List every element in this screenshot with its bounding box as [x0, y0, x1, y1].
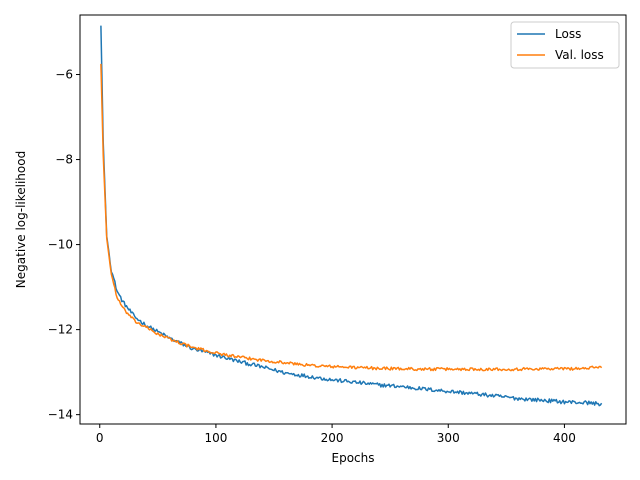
- y-axis-label: Negative log-likelihood: [14, 151, 28, 288]
- y-axis: −14 −12 −10 −8 −6: [48, 68, 80, 422]
- legend: Loss Val. loss: [510, 21, 620, 69]
- x-axis: 0 100 200 300 400: [96, 424, 576, 445]
- y-tick-label: −10: [48, 238, 73, 252]
- series-line-1: [100, 63, 603, 372]
- x-tick-label: 300: [437, 431, 460, 445]
- series-layer: [100, 25, 603, 407]
- legend-label-0: Loss: [555, 27, 581, 41]
- y-tick-label: −6: [55, 68, 73, 82]
- series-line-0: [100, 25, 603, 407]
- legend-label-1: Val. loss: [555, 48, 604, 62]
- y-tick-label: −14: [48, 408, 73, 422]
- y-tick-label: −12: [48, 323, 73, 337]
- x-tick-label: 0: [96, 431, 104, 445]
- y-tick-label: −8: [55, 153, 73, 167]
- x-tick-label: 100: [204, 431, 227, 445]
- x-tick-label: 400: [553, 431, 576, 445]
- x-tick-label: 200: [321, 431, 344, 445]
- plot-frame: [79, 14, 627, 425]
- x-axis-label: Epochs: [332, 451, 375, 465]
